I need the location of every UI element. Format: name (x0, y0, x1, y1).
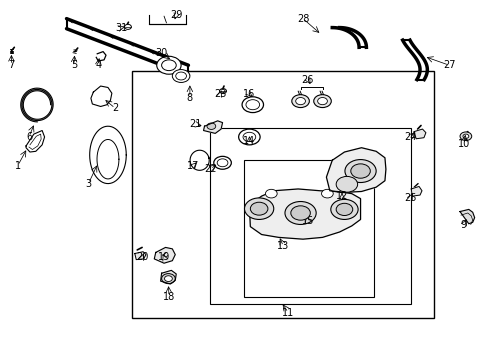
Text: 31: 31 (115, 23, 127, 33)
Text: 5: 5 (71, 60, 77, 70)
Circle shape (161, 274, 175, 284)
Text: 9: 9 (460, 220, 466, 230)
Text: 26: 26 (301, 75, 313, 85)
Polygon shape (249, 189, 360, 239)
Polygon shape (413, 129, 425, 139)
Circle shape (175, 72, 186, 80)
Circle shape (157, 56, 181, 74)
Circle shape (124, 24, 131, 30)
Circle shape (317, 98, 327, 105)
Circle shape (285, 202, 316, 225)
Circle shape (244, 198, 273, 220)
Circle shape (290, 206, 310, 220)
Text: 4: 4 (95, 60, 101, 70)
Circle shape (164, 276, 172, 282)
Text: 11: 11 (282, 308, 294, 318)
Bar (244, 160, 373, 297)
Text: 14: 14 (243, 136, 255, 145)
Circle shape (243, 132, 255, 141)
Circle shape (217, 159, 227, 167)
Circle shape (250, 202, 267, 215)
Circle shape (459, 132, 471, 140)
Text: 24: 24 (403, 132, 416, 142)
Text: 19: 19 (158, 252, 170, 262)
Text: 29: 29 (170, 10, 182, 20)
Circle shape (206, 123, 215, 130)
Text: 27: 27 (442, 60, 455, 70)
Circle shape (245, 100, 259, 110)
Circle shape (172, 69, 189, 82)
Circle shape (291, 95, 309, 108)
Circle shape (265, 189, 277, 198)
Text: 18: 18 (163, 292, 175, 302)
Circle shape (335, 203, 352, 216)
Polygon shape (203, 121, 222, 134)
Text: 30: 30 (155, 48, 167, 58)
Circle shape (313, 95, 330, 108)
Bar (210, 128, 410, 304)
Text: 25: 25 (403, 193, 416, 203)
Text: 23: 23 (213, 89, 226, 99)
Polygon shape (459, 210, 474, 224)
Text: 2: 2 (112, 103, 118, 113)
Circle shape (213, 156, 231, 169)
Circle shape (242, 97, 263, 113)
Text: 10: 10 (457, 139, 469, 149)
Polygon shape (26, 131, 44, 152)
Text: 16: 16 (243, 89, 255, 99)
Circle shape (344, 159, 375, 183)
Polygon shape (91, 86, 112, 107)
Text: 6: 6 (26, 132, 32, 142)
Polygon shape (326, 148, 385, 193)
Polygon shape (410, 186, 421, 196)
Circle shape (321, 189, 332, 198)
Text: 13: 13 (277, 241, 289, 251)
Polygon shape (160, 270, 176, 284)
Circle shape (335, 176, 357, 192)
Text: 22: 22 (203, 164, 216, 174)
Circle shape (295, 98, 305, 105)
Text: 3: 3 (85, 179, 91, 189)
Bar (132, 71, 433, 318)
Circle shape (238, 129, 260, 145)
Text: 20: 20 (136, 252, 148, 262)
Text: 8: 8 (186, 93, 193, 103)
Text: 7: 7 (8, 60, 15, 70)
Text: 17: 17 (187, 161, 199, 171)
Polygon shape (154, 247, 175, 263)
Polygon shape (135, 252, 146, 260)
Circle shape (462, 134, 468, 138)
Circle shape (350, 164, 369, 178)
Text: 1: 1 (15, 161, 21, 171)
Text: 12: 12 (335, 191, 347, 201)
Text: 28: 28 (296, 14, 308, 24)
Circle shape (161, 60, 176, 71)
Text: 15: 15 (301, 216, 313, 226)
Circle shape (330, 199, 357, 220)
Circle shape (219, 89, 226, 94)
Text: 21: 21 (189, 120, 202, 129)
